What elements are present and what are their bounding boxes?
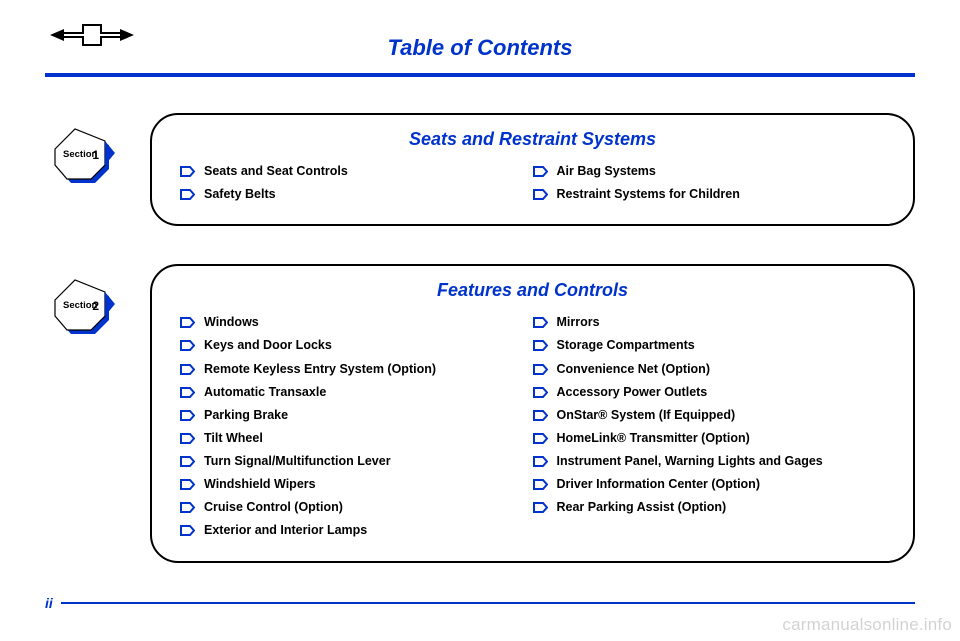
toc-item-label: OnStar® System (If Equipped): [557, 404, 736, 427]
toc-item-label: Exterior and Interior Lamps: [204, 519, 367, 542]
arrow-bullet-icon: [533, 456, 551, 467]
toc-item-label: Keys and Door Locks: [204, 334, 332, 357]
section-badge-col: Section 1: [45, 113, 150, 195]
section-row: Section 2 Features and Controls Windows …: [45, 264, 915, 562]
section-title: Features and Controls: [180, 280, 885, 301]
toc-item[interactable]: Instrument Panel, Warning Lights and Gag…: [533, 450, 886, 473]
toc-item-label: Cruise Control (Option): [204, 496, 343, 519]
toc-item[interactable]: Automatic Transaxle: [180, 381, 533, 404]
section-title: Seats and Restraint Systems: [180, 129, 885, 150]
toc-item[interactable]: Mirrors: [533, 311, 886, 334]
toc-item[interactable]: Storage Compartments: [533, 334, 886, 357]
toc-item-label: Storage Compartments: [557, 334, 695, 357]
arrow-bullet-icon: [180, 410, 198, 421]
brand-logo: [50, 20, 134, 55]
page: Table of Contents Section 1 Seats and Re…: [0, 0, 960, 641]
toc-item[interactable]: Restraint Systems for Children: [533, 183, 886, 206]
section-columns: Seats and Seat Controls Safety Belts Air…: [180, 160, 885, 206]
title-divider: [45, 73, 915, 77]
toc-item[interactable]: Convenience Net (Option): [533, 358, 886, 381]
arrow-bullet-icon: [533, 479, 551, 490]
arrow-bullet-icon: [180, 364, 198, 375]
watermark: carmanualsonline.info: [782, 615, 952, 635]
arrow-bullet-icon: [180, 433, 198, 444]
arrow-bullet-icon: [180, 340, 198, 351]
toc-item[interactable]: Keys and Door Locks: [180, 334, 533, 357]
toc-item-label: Parking Brake: [204, 404, 288, 427]
toc-item-label: Air Bag Systems: [557, 160, 656, 183]
toc-item-label: Safety Belts: [204, 183, 276, 206]
page-footer: ii: [45, 595, 915, 611]
toc-item-label: Mirrors: [557, 311, 600, 334]
toc-item-label: Accessory Power Outlets: [557, 381, 708, 404]
arrow-bullet-icon: [533, 166, 551, 177]
arrow-bullet-icon: [180, 525, 198, 536]
toc-item-label: Convenience Net (Option): [557, 358, 710, 381]
arrow-bullet-icon: [180, 166, 198, 177]
toc-item-label: Windshield Wipers: [204, 473, 316, 496]
toc-item[interactable]: Exterior and Interior Lamps: [180, 519, 533, 542]
section-col-right: Air Bag Systems Restraint Systems for Ch…: [533, 160, 886, 206]
arrow-bullet-icon: [180, 502, 198, 513]
arrow-bullet-icon: [180, 317, 198, 328]
arrow-bullet-icon: [180, 456, 198, 467]
arrow-bullet-icon: [533, 502, 551, 513]
arrow-bullet-icon: [180, 387, 198, 398]
arrow-bullet-icon: [533, 387, 551, 398]
toc-item[interactable]: Windshield Wipers: [180, 473, 533, 496]
arrow-bullet-icon: [533, 364, 551, 375]
section-col-left: Seats and Seat Controls Safety Belts: [180, 160, 533, 206]
toc-item[interactable]: Accessory Power Outlets: [533, 381, 886, 404]
toc-item[interactable]: HomeLink® Transmitter (Option): [533, 427, 886, 450]
toc-item-label: Remote Keyless Entry System (Option): [204, 358, 436, 381]
toc-item-label: Restraint Systems for Children: [557, 183, 740, 206]
toc-item[interactable]: OnStar® System (If Equipped): [533, 404, 886, 427]
arrow-bullet-icon: [180, 479, 198, 490]
toc-item[interactable]: Remote Keyless Entry System (Option): [180, 358, 533, 381]
section-row: Section 1 Seats and Restraint Systems Se…: [45, 113, 915, 226]
arrow-bullet-icon: [533, 317, 551, 328]
toc-item[interactable]: Safety Belts: [180, 183, 533, 206]
page-number: ii: [45, 595, 53, 611]
toc-item[interactable]: Rear Parking Assist (Option): [533, 496, 886, 519]
toc-item[interactable]: Windows: [180, 311, 533, 334]
toc-item[interactable]: Parking Brake: [180, 404, 533, 427]
toc-item[interactable]: Tilt Wheel: [180, 427, 533, 450]
toc-item-label: Driver Information Center (Option): [557, 473, 760, 496]
toc-item[interactable]: Seats and Seat Controls: [180, 160, 533, 183]
toc-item-label: HomeLink® Transmitter (Option): [557, 427, 750, 450]
section-badge-col: Section 2: [45, 264, 150, 346]
arrow-bullet-icon: [533, 433, 551, 444]
footer-line: [61, 602, 915, 604]
toc-item-label: Rear Parking Assist (Option): [557, 496, 727, 519]
toc-item-label: Seats and Seat Controls: [204, 160, 348, 183]
toc-item-label: Automatic Transaxle: [204, 381, 326, 404]
section-col-right: Mirrors Storage Compartments Convenience…: [533, 311, 886, 542]
badge-number: 1: [92, 148, 99, 162]
toc-item[interactable]: Cruise Control (Option): [180, 496, 533, 519]
section-col-left: Windows Keys and Door Locks Remote Keyle…: [180, 311, 533, 542]
toc-item-label: Tilt Wheel: [204, 427, 263, 450]
toc-item[interactable]: Turn Signal/Multifunction Lever: [180, 450, 533, 473]
section-box: Features and Controls Windows Keys and D…: [150, 264, 915, 562]
arrow-bullet-icon: [533, 189, 551, 200]
badge-number: 2: [92, 299, 99, 313]
page-title: Table of Contents: [45, 35, 915, 61]
section-badge-icon: Section 1: [45, 119, 121, 195]
section-columns: Windows Keys and Door Locks Remote Keyle…: [180, 311, 885, 542]
arrow-bullet-icon: [533, 410, 551, 421]
toc-item[interactable]: Air Bag Systems: [533, 160, 886, 183]
toc-item[interactable]: Driver Information Center (Option): [533, 473, 886, 496]
arrow-bullet-icon: [533, 340, 551, 351]
section-box: Seats and Restraint Systems Seats and Se…: [150, 113, 915, 226]
toc-item-label: Instrument Panel, Warning Lights and Gag…: [557, 450, 823, 473]
arrow-bullet-icon: [180, 189, 198, 200]
toc-item-label: Windows: [204, 311, 259, 334]
toc-item-label: Turn Signal/Multifunction Lever: [204, 450, 391, 473]
section-badge-icon: Section 2: [45, 270, 121, 346]
